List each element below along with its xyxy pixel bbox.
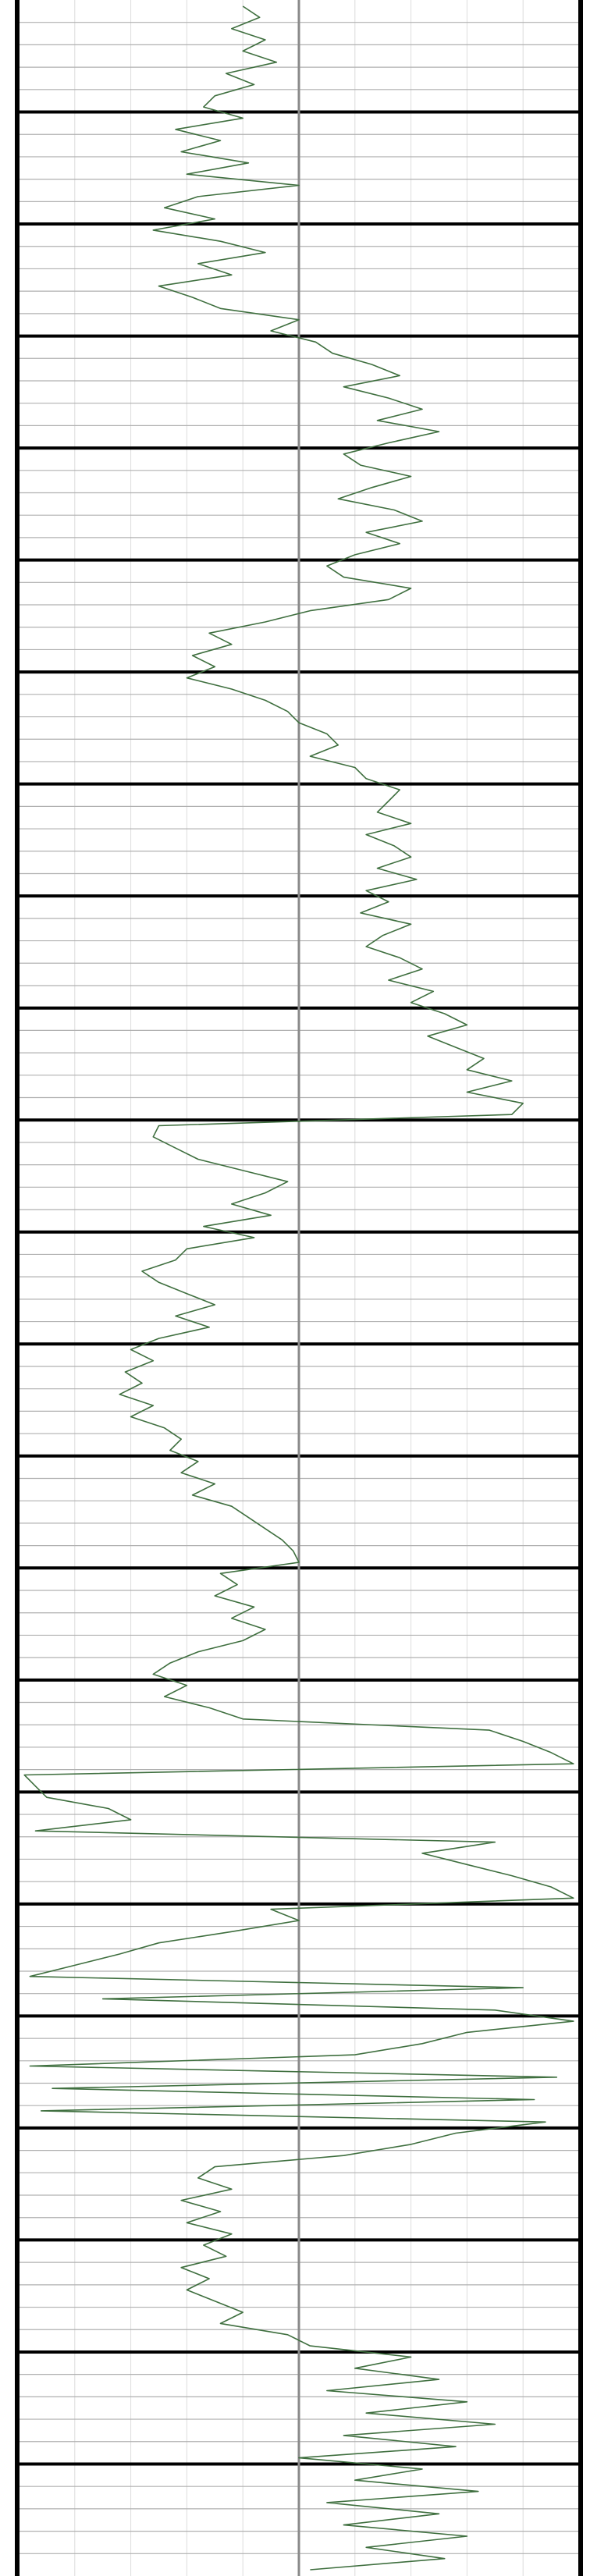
log-trace-line — [23, 5, 574, 2571]
log-trace — [23, 5, 574, 2571]
track-border — [15, 0, 583, 2576]
